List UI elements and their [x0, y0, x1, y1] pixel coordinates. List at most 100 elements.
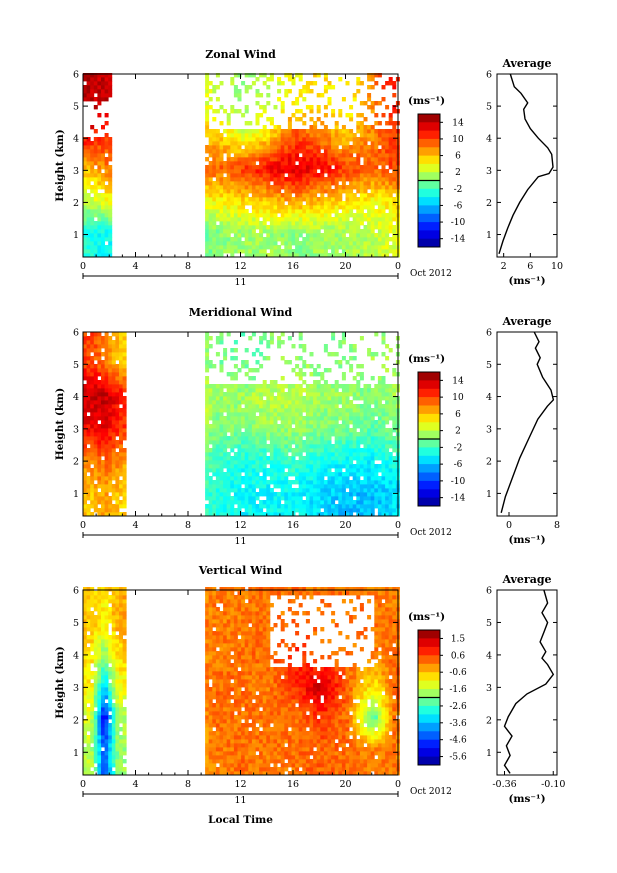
heatmap-cell	[356, 229, 361, 234]
heatmap-cell	[280, 233, 285, 238]
heatmap-cell	[115, 476, 120, 481]
heatmap-cell	[255, 157, 260, 162]
heatmap-cell	[352, 221, 357, 226]
heatmap-cell	[352, 185, 357, 190]
heatmap-cell	[86, 687, 91, 692]
heatmap-cell	[122, 360, 127, 365]
heatmap-cell	[244, 221, 249, 226]
heatmap-cell	[302, 209, 307, 214]
heatmap-cell	[205, 464, 210, 469]
heatmap-cell	[251, 221, 256, 226]
heatmap-cell	[269, 384, 274, 389]
heatmap-cell	[273, 384, 278, 389]
heatmap-cell	[269, 145, 274, 150]
heatmap-cell	[83, 695, 87, 700]
heatmap-cell	[205, 145, 210, 150]
heatmap-cell	[104, 73, 109, 78]
heatmap-cell	[338, 153, 343, 158]
heatmap-cell	[381, 137, 386, 142]
heatmap-cell	[295, 488, 300, 493]
heatmap-cell	[223, 229, 228, 234]
heatmap-cell	[269, 73, 274, 78]
heatmap-cell	[215, 197, 220, 202]
heatmap-cell	[284, 384, 289, 389]
heatmap-cell	[122, 456, 127, 461]
heatmap-cell	[108, 241, 113, 246]
heatmap-cell	[323, 105, 328, 110]
heatmap-cell	[122, 476, 127, 481]
heatmap-cell	[298, 476, 303, 481]
heatmap-cell	[241, 468, 246, 473]
heatmap-cell	[83, 627, 87, 632]
heatmap-cell	[298, 249, 303, 254]
heatmap-cell	[104, 412, 109, 417]
heatmap-cell	[392, 121, 397, 126]
heatmap-cell	[302, 404, 307, 409]
heatmap-cell	[316, 129, 321, 134]
heatmap-cell	[327, 392, 332, 397]
heatmap-cell	[331, 484, 336, 489]
heatmap-cell	[248, 492, 253, 497]
heatmap-cell	[93, 141, 98, 146]
heatmap-cell	[309, 468, 314, 473]
heatmap-cell	[219, 340, 224, 345]
heatmap-cell	[298, 213, 303, 218]
heatmap-cell	[381, 364, 386, 369]
heatmap-cell	[266, 488, 271, 493]
heatmap-cell	[284, 161, 289, 166]
heatmap-cell	[97, 743, 102, 748]
heatmap-cell	[334, 249, 339, 254]
heatmap-cell	[83, 484, 87, 489]
heatmap-cell	[359, 428, 364, 433]
heatmap-cell	[359, 412, 364, 417]
heatmap-cell	[327, 492, 332, 497]
heatmap-cell	[83, 492, 87, 497]
heatmap-cell	[90, 452, 95, 457]
heatmap-cell	[309, 213, 314, 218]
heatmap-cell	[93, 476, 98, 481]
heatmap-cell	[323, 169, 328, 174]
heatmap-cell	[244, 109, 249, 114]
heatmap-cell	[298, 189, 303, 194]
heatmap-cell	[331, 508, 336, 513]
heatmap-cell	[90, 189, 95, 194]
heatmap-cell	[248, 149, 253, 154]
heatmap-cell	[266, 480, 271, 485]
heatmap-cell	[349, 504, 354, 509]
heatmap-cell	[280, 512, 285, 517]
heatmap-cell	[313, 197, 318, 202]
heatmap-cell	[388, 201, 393, 206]
heatmap-cell	[101, 145, 105, 150]
heatmap-cell	[284, 480, 289, 485]
heatmap-cell	[273, 396, 278, 401]
heatmap-cell	[323, 237, 328, 242]
heatmap-cell	[374, 133, 379, 138]
heatmap-cell	[226, 496, 231, 501]
heatmap-cell	[262, 105, 267, 110]
heatmap-cell	[273, 229, 278, 234]
heatmap-cell	[367, 392, 372, 397]
heatmap-cell	[345, 480, 350, 485]
heatmap-cell	[262, 149, 267, 154]
heatmap-cell	[287, 508, 292, 513]
heatmap-cell	[316, 428, 321, 433]
heatmap-cell	[251, 201, 256, 206]
heatmap-cell	[259, 460, 264, 465]
heatmap-cell	[331, 512, 336, 517]
colorbar-tick-label: 2	[455, 427, 461, 437]
heatmap-cell	[320, 93, 325, 98]
heatmap-cell	[205, 181, 210, 186]
heatmap-cell	[241, 169, 246, 174]
heatmap-cell	[237, 388, 242, 393]
heatmap-cell	[323, 504, 328, 509]
heatmap-cell	[334, 189, 339, 194]
heatmap-cell	[97, 93, 102, 98]
heatmap-cell	[359, 153, 364, 158]
heatmap-cell	[313, 241, 318, 246]
heatmap-cell	[101, 416, 105, 421]
heatmap-cell	[327, 500, 332, 505]
heatmap-cell	[323, 161, 328, 166]
heatmap-cell	[244, 408, 249, 413]
heatmap-cell	[83, 619, 87, 624]
heatmap-cell	[90, 400, 95, 405]
